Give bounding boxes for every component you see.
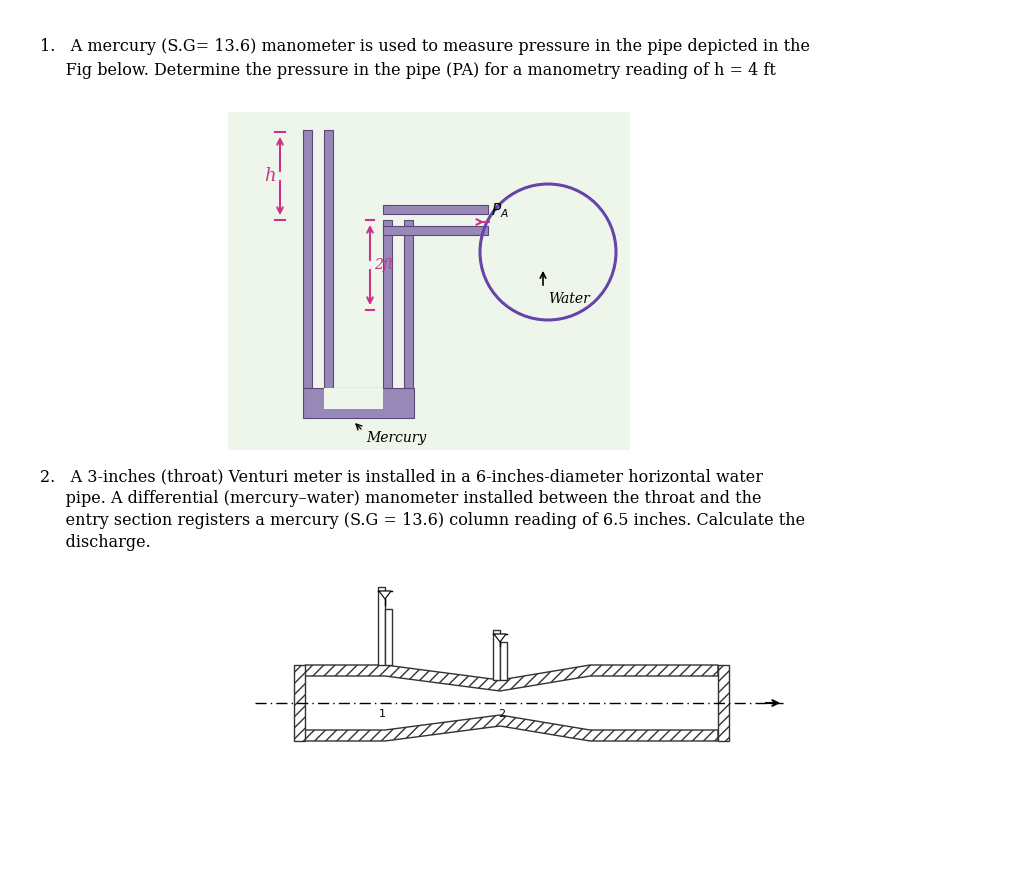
Bar [385,609,392,665]
Bar [294,665,305,741]
Polygon shape [305,665,718,691]
Bar [324,130,333,388]
Text: h: h [264,167,276,185]
Bar [383,226,488,235]
Bar [324,388,383,409]
Bar [378,587,385,665]
Text: 2.   A 3-inches (throat) Venturi meter is installed in a 6-inches-diameter horiz: 2. A 3-inches (throat) Venturi meter is … [40,468,763,485]
Text: discharge.: discharge. [40,534,151,551]
Text: 1: 1 [378,709,385,719]
Text: Water: Water [548,292,590,306]
Bar [303,388,414,418]
Bar [383,220,392,388]
Text: 2: 2 [498,709,505,719]
Text: 2ft: 2ft [374,258,393,272]
Text: pipe. A differential (mercury–water) manometer installed between the throat and : pipe. A differential (mercury–water) man… [40,490,761,507]
Bar [404,220,413,388]
Text: $P_A$: $P_A$ [491,202,508,220]
Text: Mercury: Mercury [366,431,426,445]
Bar [500,642,507,680]
Text: 1.   A mercury (S.G= 13.6) manometer is used to measure pressure in the pipe dep: 1. A mercury (S.G= 13.6) manometer is us… [40,38,810,55]
Text: entry section registers a mercury (S.G = 13.6) column reading of 6.5 inches. Cal: entry section registers a mercury (S.G =… [40,512,805,529]
Bar [303,130,312,388]
Polygon shape [379,591,391,599]
Polygon shape [305,715,718,741]
Polygon shape [494,634,506,642]
Bar [383,205,488,214]
Bar [718,665,729,741]
Bar [324,388,383,409]
Bar [228,112,630,450]
Text: Fig below. Determine the pressure in the pipe (PA) for a manometry reading of h : Fig below. Determine the pressure in the… [40,62,775,79]
Bar [493,630,500,680]
